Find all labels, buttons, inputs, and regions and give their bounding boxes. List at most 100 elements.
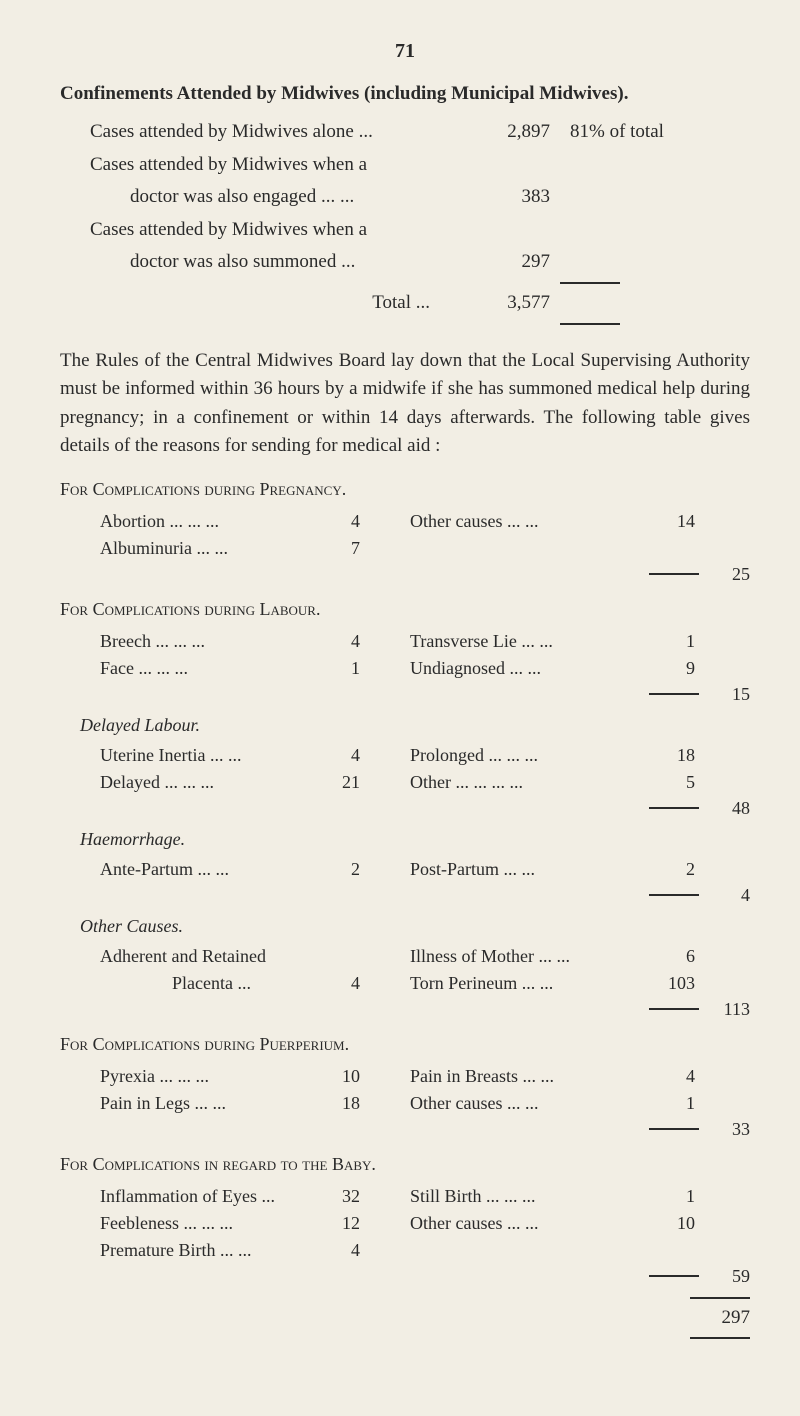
row-left-value: 4 <box>310 508 360 535</box>
section-heading: For Complications during Pregnancy. <box>60 479 750 500</box>
row-right-label: Other causes ... ... <box>360 1090 640 1117</box>
stat-extra <box>550 184 750 211</box>
section-subtotal: 15 <box>60 684 750 705</box>
stat-line: Cases attended by Midwives when a <box>60 217 750 244</box>
data-row: Abortion ... ... ... 4 Other causes ... … <box>60 508 750 535</box>
subtotal-value: 15 <box>705 684 750 705</box>
total-line: Total ... 3,577 <box>60 290 750 317</box>
section-heading: For Complications during Labour. <box>60 599 750 620</box>
data-row: Placenta ... 4 Torn Perineum ... ... 103 <box>60 970 750 997</box>
rule-separator <box>649 693 699 695</box>
data-row: Pyrexia ... ... ... 10 Pain in Breasts .… <box>60 1063 750 1090</box>
row-right-label: Other causes ... ... <box>360 1210 640 1237</box>
grand-total-row: 297 <box>60 1307 750 1329</box>
row-left-label: Inflammation of Eyes ... <box>60 1183 310 1210</box>
section-heading: For Complications during Puerperium. <box>60 1034 750 1055</box>
row-left-value: 21 <box>310 769 360 796</box>
data-row: Face ... ... ... 1 Undiagnosed ... ... 9 <box>60 655 750 682</box>
row-right-label <box>360 1237 640 1264</box>
grand-total-value: 297 <box>722 1307 751 1329</box>
rule-separator <box>690 1297 750 1299</box>
main-heading: Confinements Attended by Midwives (inclu… <box>60 83 750 105</box>
row-left-label: Face ... ... ... <box>60 655 310 682</box>
row-left-label: Premature Birth ... ... <box>60 1237 310 1264</box>
page-container: 71 Confinements Attended by Midwives (in… <box>0 0 800 1416</box>
rule-separator <box>649 807 699 809</box>
stat-line: Cases attended by Midwives when a <box>60 152 750 179</box>
section-heading: For Complications in regard to the Baby. <box>60 1154 750 1175</box>
row-left-value: 18 <box>310 1090 360 1117</box>
row-left-value: 4 <box>310 742 360 769</box>
stat-extra: 81% of total <box>550 119 750 146</box>
row-right-value: 1 <box>640 1183 695 1210</box>
section-subtotal: 48 <box>60 798 750 819</box>
stat-value <box>460 152 550 179</box>
row-right-label: Pain in Breasts ... ... <box>360 1063 640 1090</box>
data-row: Albuminuria ... ... 7 <box>60 535 750 562</box>
row-right-value: 18 <box>640 742 695 769</box>
stat-value <box>460 217 550 244</box>
row-right-value: 2 <box>640 856 695 883</box>
row-right-value: 4 <box>640 1063 695 1090</box>
row-left-label: Pain in Legs ... ... <box>60 1090 310 1117</box>
row-right-value: 1 <box>640 628 695 655</box>
data-row: Delayed ... ... ... 21 Other ... ... ...… <box>60 769 750 796</box>
row-right-label: Torn Perineum ... ... <box>360 970 640 997</box>
sub-heading: Delayed Labour. <box>60 715 750 736</box>
row-left-value: 12 <box>310 1210 360 1237</box>
row-right-label: Prolonged ... ... ... <box>360 742 640 769</box>
stat-value: 297 <box>460 249 550 276</box>
rule-separator <box>560 282 620 284</box>
sub-heading: Other Causes. <box>60 916 750 937</box>
row-right-label: Still Birth ... ... ... <box>360 1183 640 1210</box>
row-left-label: Delayed ... ... ... <box>60 769 310 796</box>
subtotal-value: 113 <box>705 999 750 1020</box>
data-row: Feebleness ... ... ... 12 Other causes .… <box>60 1210 750 1237</box>
row-left-label: Abortion ... ... ... <box>60 508 310 535</box>
rule-separator <box>649 894 699 896</box>
rule-separator <box>649 573 699 575</box>
sub-heading: Haemorrhage. <box>60 829 750 850</box>
row-right-label: Transverse Lie ... ... <box>360 628 640 655</box>
stat-line: doctor was also engaged ... ... 383 <box>60 184 750 211</box>
subtotal-value: 4 <box>705 885 750 906</box>
data-row: Uterine Inertia ... ... 4 Prolonged ... … <box>60 742 750 769</box>
row-right-value <box>640 1237 695 1264</box>
page-number: 71 <box>60 40 750 63</box>
row-left-label: Albuminuria ... ... <box>60 535 310 562</box>
rule-separator <box>649 1008 699 1010</box>
stat-label: Cases attended by Midwives alone ... <box>60 119 460 146</box>
stat-extra <box>550 152 750 179</box>
row-right-value: 10 <box>640 1210 695 1237</box>
data-row: Breech ... ... ... 4 Transverse Lie ... … <box>60 628 750 655</box>
row-left-value: 1 <box>310 655 360 682</box>
row-left-value: 4 <box>310 1237 360 1264</box>
row-left-value: 32 <box>310 1183 360 1210</box>
row-right-value: 1 <box>640 1090 695 1117</box>
row-left-label: Placenta ... <box>60 970 310 997</box>
row-right-value: 5 <box>640 769 695 796</box>
stat-value: 2,897 <box>460 119 550 146</box>
rule-separator <box>560 323 620 325</box>
row-left-value: 2 <box>310 856 360 883</box>
row-right-label: Other causes ... ... <box>360 508 640 535</box>
section-subtotal: 59 <box>60 1266 750 1287</box>
row-right-value: 9 <box>640 655 695 682</box>
stat-line: Cases attended by Midwives alone ... 2,8… <box>60 119 750 146</box>
row-left-label: Ante-Partum ... ... <box>60 856 310 883</box>
row-right-label <box>360 535 640 562</box>
total-label: Total ... <box>60 290 460 317</box>
row-right-label: Other ... ... ... ... <box>360 769 640 796</box>
subtotal-value: 59 <box>705 1266 750 1287</box>
section-subtotal: 33 <box>60 1119 750 1140</box>
total-value: 3,577 <box>460 290 550 317</box>
row-right-label: Post-Partum ... ... <box>360 856 640 883</box>
stat-label: Cases attended by Midwives when a <box>60 152 460 179</box>
stat-label: doctor was also summoned ... <box>60 249 460 276</box>
row-left-value: 4 <box>310 628 360 655</box>
data-row: Pain in Legs ... ... 18 Other causes ...… <box>60 1090 750 1117</box>
stat-extra <box>550 290 750 317</box>
stat-label: doctor was also engaged ... ... <box>60 184 460 211</box>
stat-label: Cases attended by Midwives when a <box>60 217 460 244</box>
row-right-value <box>640 535 695 562</box>
